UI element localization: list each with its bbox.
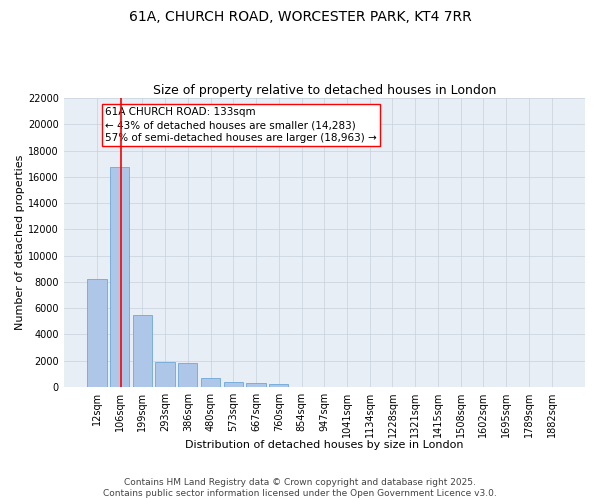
Bar — [110, 167, 129, 387]
Title: Size of property relative to detached houses in London: Size of property relative to detached ho… — [152, 84, 496, 97]
Bar — [224, 382, 243, 387]
Bar — [247, 383, 266, 387]
X-axis label: Distribution of detached houses by size in London: Distribution of detached houses by size … — [185, 440, 464, 450]
Text: 61A CHURCH ROAD: 133sqm
← 43% of detached houses are smaller (14,283)
57% of sem: 61A CHURCH ROAD: 133sqm ← 43% of detache… — [105, 107, 377, 143]
Bar — [178, 362, 197, 387]
Y-axis label: Number of detached properties: Number of detached properties — [15, 155, 25, 330]
Bar — [201, 378, 220, 387]
Text: Contains HM Land Registry data © Crown copyright and database right 2025.
Contai: Contains HM Land Registry data © Crown c… — [103, 478, 497, 498]
Bar — [269, 384, 289, 387]
Bar — [133, 316, 152, 387]
Bar — [87, 280, 107, 387]
Text: 61A, CHURCH ROAD, WORCESTER PARK, KT4 7RR: 61A, CHURCH ROAD, WORCESTER PARK, KT4 7R… — [128, 10, 472, 24]
Bar — [155, 362, 175, 387]
